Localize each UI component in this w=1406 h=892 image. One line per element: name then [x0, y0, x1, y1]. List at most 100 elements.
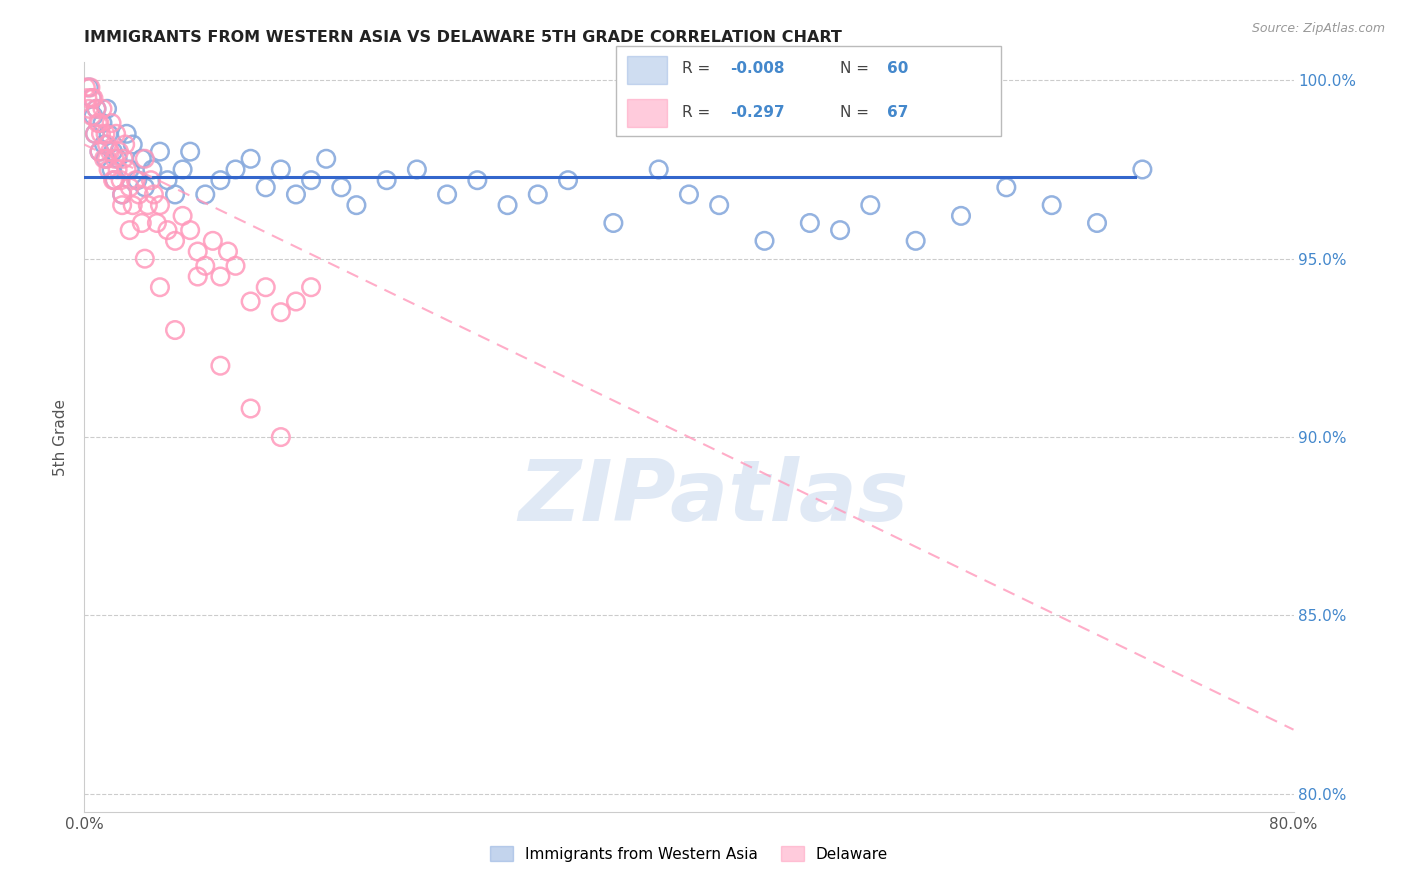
Point [114, 137, 136, 152]
Point [149, 280, 172, 294]
Text: R =: R = [682, 104, 716, 120]
Point [172, 209, 194, 223]
Point [904, 234, 927, 248]
Point [179, 223, 201, 237]
Point [172, 162, 194, 177]
Point [80, 109, 103, 123]
Point [115, 162, 138, 177]
Legend: Immigrants from Western Asia, Delaware: Immigrants from Western Asia, Delaware [484, 839, 894, 868]
Point [315, 152, 337, 166]
Point [105, 127, 128, 141]
Point [75, 80, 97, 95]
Point [602, 216, 624, 230]
Point [131, 216, 153, 230]
Point [830, 223, 852, 237]
Point [225, 259, 247, 273]
Point [128, 187, 150, 202]
Point [89, 145, 111, 159]
Bar [627, 56, 666, 84]
Point [136, 198, 159, 212]
Point [254, 180, 277, 194]
Point [104, 173, 127, 187]
Point [648, 162, 671, 177]
Point [89, 116, 111, 130]
Point [194, 187, 217, 202]
Point [76, 91, 98, 105]
Point [950, 209, 973, 223]
Point [104, 152, 127, 166]
Point [134, 152, 156, 166]
Point [557, 173, 579, 187]
Point [270, 430, 292, 444]
Point [101, 173, 124, 187]
Point [118, 180, 141, 194]
Text: Source: ZipAtlas.com: Source: ZipAtlas.com [1251, 22, 1385, 36]
Text: 67: 67 [887, 104, 908, 120]
Point [678, 187, 700, 202]
Point [112, 152, 135, 166]
Point [93, 137, 115, 152]
FancyBboxPatch shape [616, 46, 1001, 136]
Point [209, 359, 232, 373]
Point [1085, 216, 1108, 230]
Text: -0.008: -0.008 [730, 62, 785, 77]
Point [77, 102, 100, 116]
Point [121, 198, 143, 212]
Point [299, 280, 322, 294]
Point [107, 152, 129, 166]
Point [709, 198, 731, 212]
Point [100, 162, 122, 177]
Point [217, 244, 239, 259]
Point [96, 102, 118, 116]
Point [107, 162, 129, 177]
Point [187, 269, 209, 284]
Text: -0.297: -0.297 [730, 104, 785, 120]
Point [799, 216, 821, 230]
Point [149, 145, 172, 159]
Point [82, 109, 104, 123]
Point [131, 152, 153, 166]
Point [346, 198, 368, 212]
Point [139, 173, 162, 187]
Point [134, 180, 156, 194]
Point [142, 187, 165, 202]
Point [89, 145, 111, 159]
Point [96, 152, 118, 166]
Point [121, 137, 143, 152]
Point [94, 127, 117, 141]
Point [406, 162, 429, 177]
Point [467, 173, 489, 187]
Point [98, 145, 121, 159]
Point [77, 80, 100, 95]
Point [330, 180, 353, 194]
Point [1040, 198, 1063, 212]
Point [97, 162, 120, 177]
Bar [627, 99, 666, 127]
Point [125, 173, 148, 187]
Point [165, 234, 187, 248]
Point [91, 116, 114, 130]
Point [859, 198, 882, 212]
Point [436, 187, 458, 202]
Point [239, 401, 262, 416]
Point [156, 223, 179, 237]
Point [91, 102, 114, 116]
Point [496, 198, 519, 212]
Point [86, 102, 108, 116]
Point [84, 127, 107, 141]
Point [127, 173, 149, 187]
Point [165, 187, 187, 202]
Text: ZIPatlas: ZIPatlas [517, 456, 908, 539]
Y-axis label: 5th Grade: 5th Grade [53, 399, 69, 475]
Point [111, 187, 134, 202]
Point [209, 173, 232, 187]
Point [299, 173, 322, 187]
Point [111, 187, 134, 202]
Point [239, 152, 262, 166]
Point [254, 280, 277, 294]
Text: R =: R = [682, 62, 716, 77]
Point [111, 198, 134, 212]
Point [270, 305, 292, 319]
Point [97, 127, 120, 141]
Point [146, 216, 169, 230]
